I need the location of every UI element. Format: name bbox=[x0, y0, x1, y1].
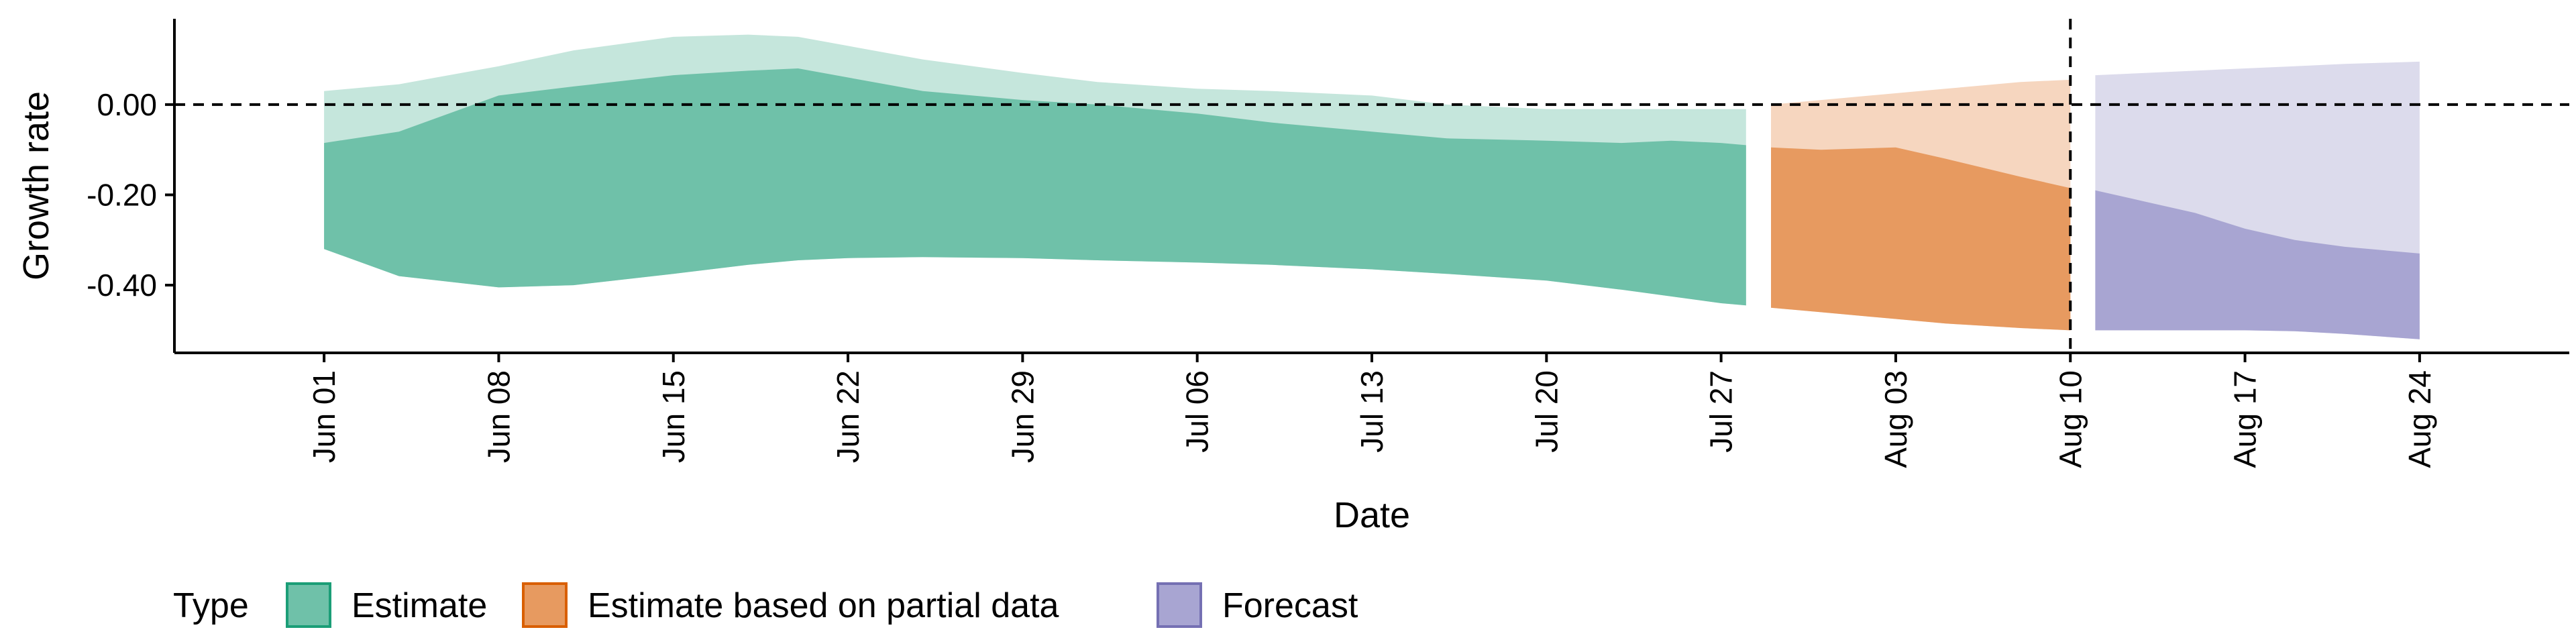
legend-swatch-estimate-based-on-partial-data bbox=[522, 582, 568, 628]
x-tick-label: Jun 01 bbox=[307, 370, 341, 463]
y-tick-label: 0.00 bbox=[97, 87, 157, 122]
ribbon-inner-estimate-based-on-partial-data bbox=[1771, 147, 2071, 331]
x-tick-label: Jul 13 bbox=[1354, 370, 1389, 453]
y-tick-label: -0.20 bbox=[87, 177, 157, 212]
legend-swatch-forecast bbox=[1157, 582, 1202, 628]
x-axis-ticks: Jun 01 Jun 08 Jun 15 Jun 22 Jun 29 Jul 06 Jul … bbox=[307, 353, 2437, 468]
legend-label-forecast: Forecast bbox=[1222, 586, 1358, 625]
legend: Type Estimate Estimate based on partial d… bbox=[173, 582, 1358, 628]
legend-title: Type bbox=[173, 586, 249, 625]
x-tick-label: Aug 24 bbox=[2402, 370, 2437, 468]
x-tick-label: Jun 29 bbox=[1005, 370, 1040, 463]
ribbon-inner-estimate bbox=[324, 68, 1746, 306]
legend-label-estimate: Estimate bbox=[352, 586, 487, 625]
y-tick-label: -0.40 bbox=[87, 268, 157, 303]
legend-swatch-estimate bbox=[286, 582, 331, 628]
y-axis-ticks: 0.00 -0.20 -0.40 bbox=[87, 87, 174, 303]
x-tick-label: Jun 15 bbox=[656, 370, 691, 463]
x-tick-label: Jul 06 bbox=[1180, 370, 1215, 453]
y-axis-title: Growth rate bbox=[16, 91, 56, 280]
reference-lines bbox=[174, 19, 2569, 353]
x-tick-label: Jul 27 bbox=[1704, 370, 1739, 453]
x-tick-label: Aug 03 bbox=[1878, 370, 1913, 468]
x-tick-label: Jun 08 bbox=[481, 370, 516, 463]
x-tick-label: Jul 20 bbox=[1529, 370, 1564, 453]
x-tick-label: Aug 10 bbox=[2053, 370, 2088, 468]
chart-areas bbox=[324, 34, 2420, 339]
x-tick-label: Aug 17 bbox=[2228, 370, 2263, 468]
ribbon-inner-forecast bbox=[2095, 190, 2420, 339]
legend-label-estimate-based-on-partial-data: Estimate based on partial data bbox=[588, 586, 1059, 625]
x-tick-label: Jun 22 bbox=[830, 370, 865, 463]
x-axis-title: Date bbox=[1334, 495, 1410, 535]
